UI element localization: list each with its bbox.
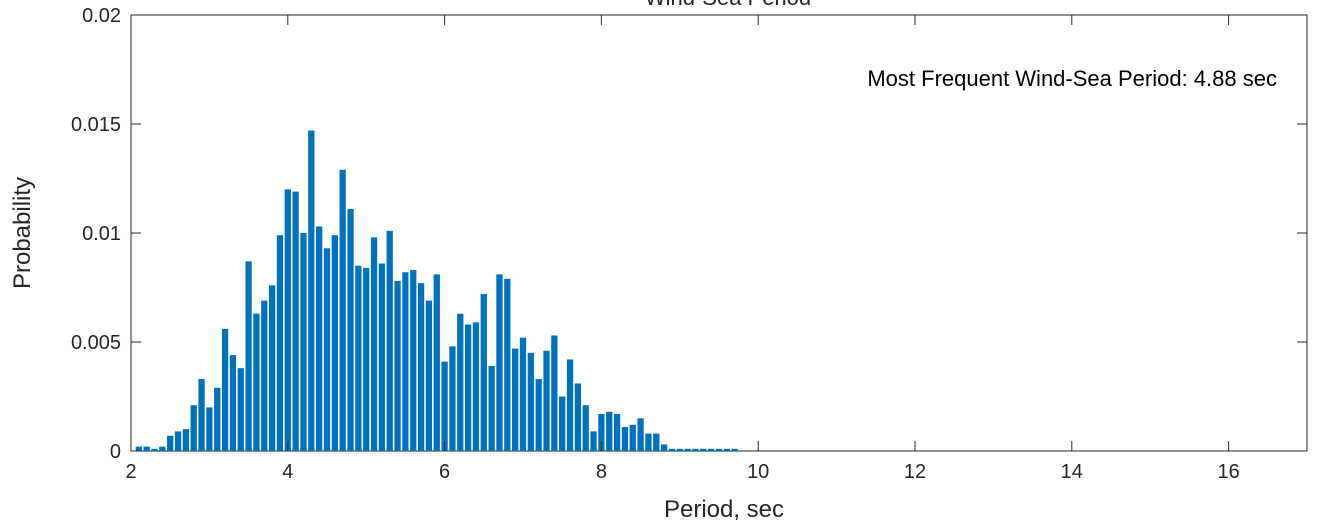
bar — [606, 411, 613, 451]
bar — [331, 235, 338, 451]
bar — [143, 446, 150, 451]
bar — [590, 431, 597, 451]
bar — [182, 429, 190, 451]
bar — [214, 387, 221, 451]
bar — [598, 413, 605, 451]
bar — [355, 265, 362, 451]
x-tick-label: 6 — [439, 461, 450, 483]
bar — [566, 359, 574, 451]
bars — [135, 130, 738, 452]
bar — [378, 263, 386, 451]
bar — [347, 209, 354, 451]
bar — [676, 448, 683, 451]
y-axis-label: Probability — [9, 177, 36, 289]
bar — [519, 337, 527, 451]
bar — [613, 413, 621, 451]
bar — [237, 368, 244, 451]
bar — [253, 313, 260, 451]
annotation-most-frequent-period: Most Frequent Wind-Sea Period: 4.88 sec — [867, 66, 1277, 91]
bar — [370, 237, 378, 451]
bar — [167, 435, 174, 451]
bar — [645, 433, 652, 451]
bar — [245, 261, 252, 451]
bar — [668, 448, 676, 451]
bar — [151, 448, 158, 451]
y-tick-label: 0 — [110, 441, 121, 463]
bar — [723, 448, 730, 451]
bar — [551, 335, 558, 451]
bar — [684, 448, 691, 451]
bar — [512, 348, 519, 451]
bar — [621, 427, 629, 451]
x-tick-label: 10 — [747, 461, 769, 483]
bar — [206, 407, 213, 451]
x-tick-label: 4 — [282, 461, 293, 483]
bar — [190, 405, 197, 451]
bar — [261, 300, 268, 451]
bar — [488, 365, 495, 451]
bar — [159, 446, 166, 451]
x-tick-label: 16 — [1217, 461, 1239, 483]
bar — [731, 448, 738, 451]
bar — [457, 313, 464, 451]
bar — [535, 379, 542, 451]
x-tick-label: 2 — [125, 461, 136, 483]
bar — [433, 274, 440, 451]
y-tick-labels: 0 0.005 0.01 0.015 0.02 — [71, 5, 121, 463]
bar — [300, 233, 307, 451]
bar — [496, 274, 503, 451]
y-tick-label: 0.015 — [71, 114, 121, 136]
bar — [504, 278, 511, 451]
bar — [323, 248, 331, 451]
bar — [629, 424, 636, 451]
bar — [276, 235, 284, 451]
bar — [480, 294, 487, 451]
bar — [425, 300, 433, 451]
bar — [637, 418, 644, 451]
bar — [229, 355, 237, 451]
bar — [308, 130, 315, 452]
bar — [464, 324, 472, 451]
bar — [700, 448, 707, 451]
bar — [527, 352, 534, 451]
bar — [316, 226, 323, 451]
chart-title: Wind-Sea Period — [645, 0, 811, 10]
y-tick-label: 0.02 — [82, 5, 121, 27]
bar — [268, 285, 276, 451]
bar — [441, 361, 448, 451]
bar — [574, 383, 582, 451]
bar — [449, 346, 456, 451]
bar — [198, 379, 205, 451]
bar — [543, 350, 550, 451]
bar — [386, 230, 393, 451]
axis-ticks — [130, 14, 1307, 452]
bar — [363, 267, 370, 451]
bar — [174, 431, 182, 451]
bar — [653, 433, 660, 451]
bar — [292, 191, 299, 451]
x-tick-label: 14 — [1061, 461, 1083, 483]
bar — [402, 272, 409, 451]
x-tick-labels: 2 4 6 8 10 12 14 16 — [125, 461, 1239, 483]
bar — [715, 448, 723, 451]
bar — [339, 169, 346, 451]
y-tick-label: 0.01 — [82, 223, 121, 245]
bar — [559, 396, 566, 451]
x-tick-label: 8 — [596, 461, 607, 483]
bar — [692, 448, 699, 451]
x-tick-label: 12 — [904, 461, 926, 483]
bar — [135, 446, 142, 451]
bar — [221, 328, 229, 451]
y-tick-label: 0.005 — [71, 332, 121, 354]
bar — [410, 270, 417, 451]
bar — [394, 280, 401, 451]
bar — [660, 444, 668, 451]
bar — [708, 448, 715, 451]
bar — [582, 405, 589, 451]
bar — [472, 322, 480, 451]
bar — [284, 189, 291, 451]
bar — [417, 283, 425, 451]
x-axis-label: Period, sec — [664, 496, 784, 523]
